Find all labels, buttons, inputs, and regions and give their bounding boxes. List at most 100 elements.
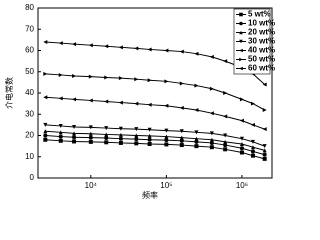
- data-point: [262, 108, 267, 112]
- data-point: [88, 131, 93, 136]
- data-point: [223, 59, 228, 64]
- legend-label: 10 wt%: [248, 19, 275, 28]
- y-tick-label: 0: [30, 173, 35, 182]
- data-point: [118, 76, 123, 81]
- legend-marker: [239, 39, 243, 44]
- data-point: [209, 137, 214, 142]
- data-point: [147, 133, 152, 138]
- data-point: [223, 114, 228, 119]
- data-point: [250, 149, 255, 154]
- data-point: [134, 141, 139, 146]
- data-point: [223, 143, 228, 148]
- data-point: [43, 137, 48, 142]
- data-point: [194, 51, 199, 56]
- data-point: [179, 129, 184, 134]
- data-point: [239, 136, 244, 141]
- data-point: [239, 146, 244, 151]
- data-point: [179, 138, 184, 143]
- data-point: [72, 42, 77, 47]
- data-point: [147, 78, 152, 83]
- data-point: [209, 111, 214, 116]
- data-point: [164, 134, 169, 139]
- data-point: [250, 153, 255, 158]
- data-point: [43, 40, 48, 44]
- data-point: [72, 125, 77, 129]
- data-point: [58, 96, 63, 101]
- series-line: [45, 41, 266, 85]
- y-tick-label: 20: [25, 131, 34, 140]
- data-point: [250, 139, 255, 144]
- data-point: [43, 122, 48, 127]
- legend-label: 50 wt%: [248, 55, 275, 64]
- series-line: [45, 130, 265, 151]
- data-point: [164, 103, 169, 108]
- data-point: [194, 83, 199, 88]
- legend-marker: [239, 12, 243, 17]
- data-point: [262, 144, 267, 149]
- data-point: [134, 46, 139, 51]
- data-point: [239, 150, 244, 155]
- data-point: [164, 128, 169, 133]
- data-point: [164, 138, 169, 143]
- data-point: [134, 137, 139, 142]
- data-point: [104, 136, 109, 141]
- data-point: [147, 137, 152, 142]
- legend-marker: [239, 57, 243, 62]
- data-point: [43, 129, 48, 134]
- data-point: [262, 82, 267, 87]
- data-point: [209, 145, 214, 150]
- series-line: [45, 124, 265, 147]
- data-point: [104, 75, 109, 80]
- data-point: [118, 126, 123, 131]
- data-point: [58, 72, 63, 77]
- data-point: [134, 133, 139, 138]
- data-point: [164, 142, 169, 147]
- data-point: [209, 86, 214, 91]
- data-point: [134, 77, 139, 82]
- data-point: [179, 135, 184, 140]
- data-point: [72, 131, 77, 136]
- data-point: [194, 108, 199, 112]
- legend-label: 40 wt%: [248, 46, 275, 55]
- data-point: [209, 131, 214, 136]
- data-point: [43, 71, 48, 76]
- data-point: [147, 127, 152, 132]
- x-axis-label: 频率: [142, 190, 158, 200]
- data-point: [104, 126, 109, 131]
- data-point: [88, 98, 93, 103]
- data-point: [147, 47, 152, 52]
- data-point: [194, 144, 199, 149]
- x-tick-label: 10⁵: [160, 181, 172, 190]
- y-tick-label: 80: [25, 3, 34, 12]
- series-line: [45, 96, 265, 130]
- data-point: [104, 132, 109, 137]
- y-tick-label: 30: [25, 109, 34, 118]
- data-point: [72, 74, 77, 78]
- data-point: [58, 138, 63, 143]
- data-point: [239, 97, 244, 102]
- data-point: [239, 142, 244, 146]
- data-point: [223, 147, 228, 152]
- data-point: [164, 48, 169, 53]
- data-point: [194, 136, 199, 141]
- data-point: [43, 95, 48, 100]
- legend-marker: [239, 21, 243, 26]
- data-point: [118, 140, 123, 145]
- legend-label: 20 wt%: [248, 28, 275, 37]
- data-point: [147, 142, 152, 146]
- legend-label: 5 wt%: [248, 10, 271, 19]
- y-tick-label: 70: [25, 24, 34, 33]
- data-point: [72, 139, 77, 144]
- data-point: [223, 133, 228, 138]
- x-tick-label: 10⁶: [236, 181, 248, 190]
- x-tick-label: 10⁴: [85, 181, 98, 190]
- data-point: [179, 49, 184, 54]
- data-point: [58, 123, 63, 128]
- data-point: [88, 135, 93, 140]
- data-point: [118, 45, 123, 50]
- data-point: [104, 140, 109, 145]
- data-point: [209, 54, 214, 59]
- data-point: [147, 102, 152, 107]
- data-point: [262, 152, 267, 157]
- series-line: [45, 139, 265, 160]
